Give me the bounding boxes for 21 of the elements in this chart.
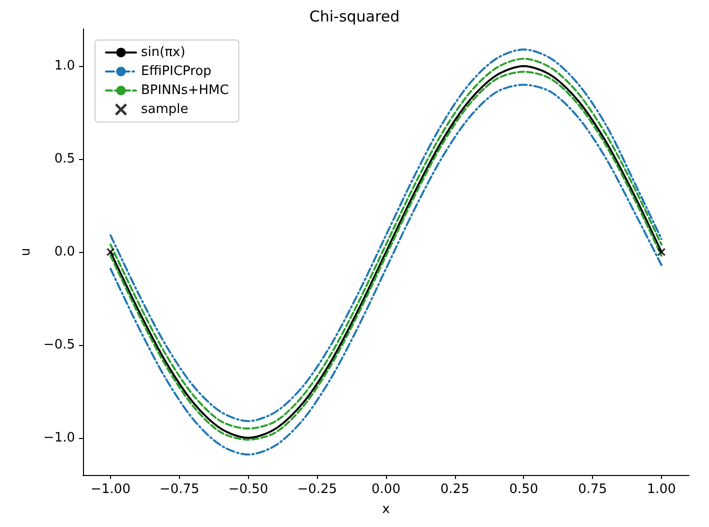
x-tick-label: 0.00 (372, 482, 400, 497)
x-tick-label: 1.00 (646, 482, 676, 497)
x-tick-label: −0.75 (159, 482, 200, 497)
y-tick-label: 0.0 (54, 244, 75, 260)
legend-label: sin(πx) (141, 45, 186, 60)
x-tick-label: 0.75 (578, 482, 608, 497)
y-tick-label: −1.0 (43, 430, 75, 446)
x-axis-title: x (382, 502, 390, 517)
chart-title: Chi-squared (309, 8, 400, 26)
x-tick-label: −0.25 (297, 482, 338, 497)
x-tick-label: −0.50 (228, 482, 268, 497)
x-tick-label: 0.50 (509, 482, 538, 497)
y-axis-title: u (18, 248, 34, 256)
legend-label: BPINNs+HMC (141, 83, 229, 98)
x-tick-label: 0.25 (440, 482, 470, 497)
legend-label: sample (141, 102, 188, 117)
legend-label: EffiPICProp (141, 64, 212, 79)
y-tick-label: 0.5 (54, 152, 75, 167)
y-tick-label: −0.5 (43, 337, 75, 352)
y-tick-label: 1.0 (54, 58, 75, 74)
x-tick-label: −1.00 (90, 482, 130, 497)
